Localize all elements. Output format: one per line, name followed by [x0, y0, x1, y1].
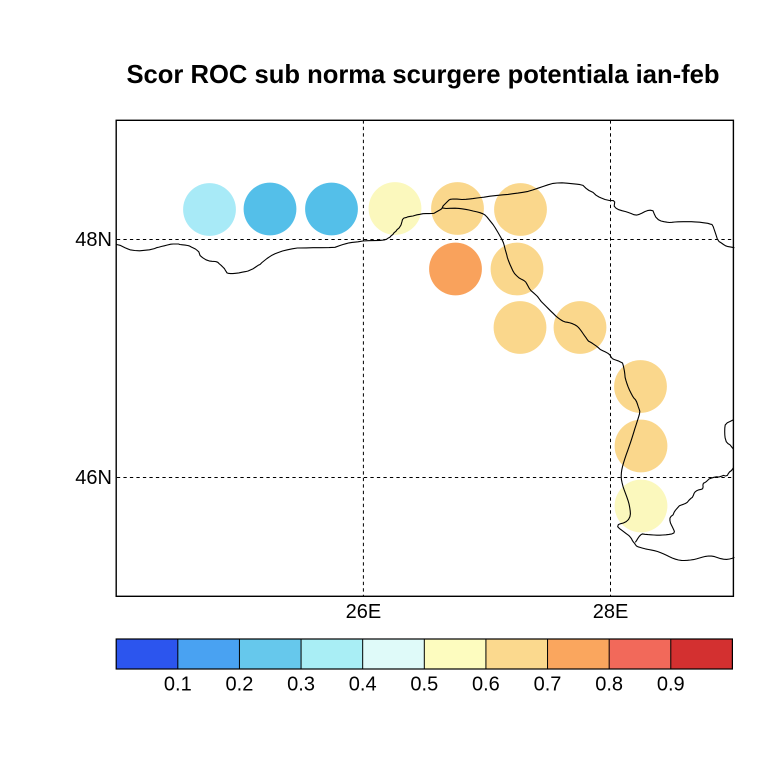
svg-text:26E: 26E	[346, 601, 382, 623]
svg-text:28E: 28E	[593, 601, 629, 623]
svg-text:0.8: 0.8	[595, 674, 623, 696]
svg-text:0.3: 0.3	[287, 674, 315, 696]
svg-text:48N: 48N	[75, 229, 112, 251]
svg-text:0.4: 0.4	[349, 674, 377, 696]
svg-text:Scor ROC sub norma scurgere po: Scor ROC sub norma scurgere potentiala i…	[126, 61, 719, 89]
svg-text:0.6: 0.6	[472, 674, 500, 696]
svg-text:0.5: 0.5	[410, 674, 438, 696]
svg-text:46N: 46N	[75, 467, 112, 489]
svg-text:0.2: 0.2	[226, 674, 254, 696]
svg-text:0.9: 0.9	[657, 674, 685, 696]
svg-text:0.7: 0.7	[534, 674, 562, 696]
svg-text:0.1: 0.1	[164, 674, 192, 696]
